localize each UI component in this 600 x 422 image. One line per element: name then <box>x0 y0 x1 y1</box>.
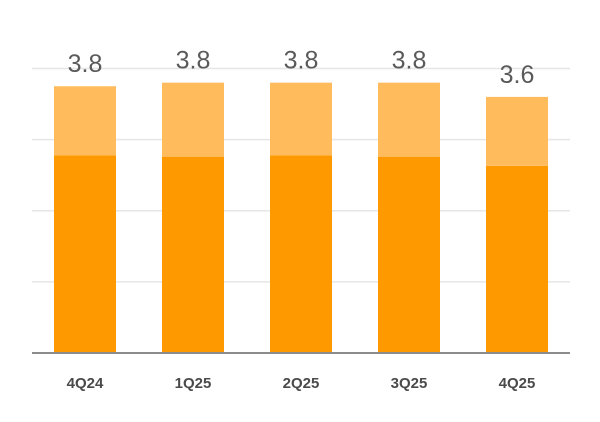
bar-total-label: 3.8 <box>176 47 211 75</box>
bar-total-label: 3.8 <box>392 47 427 75</box>
bar-segment-lower <box>486 165 548 353</box>
bar-total-label: 3.8 <box>68 50 103 78</box>
bar-segment-upper <box>270 82 332 156</box>
x-tick-label: 2Q25 <box>283 375 320 392</box>
category-labels: 4Q24 1Q25 2Q25 3Q25 4Q25 <box>67 375 536 392</box>
x-tick-label: 1Q25 <box>175 375 212 392</box>
x-tick-label: 3Q25 <box>391 375 428 392</box>
bar-segment-upper <box>378 82 440 157</box>
bar-total-label: 3.6 <box>500 61 535 89</box>
bar-total-label: 3.8 <box>284 47 319 75</box>
bar-segment-upper <box>54 86 116 156</box>
bar-segment-lower <box>270 155 332 353</box>
bar-segment-lower <box>162 156 224 353</box>
x-tick-label: 4Q25 <box>499 375 536 392</box>
total-labels: 3.8 3.8 3.8 3.8 3.6 <box>68 47 535 89</box>
bar-segment-lower <box>54 155 116 353</box>
x-tick-label: 4Q24 <box>67 375 104 392</box>
bar-segment-lower <box>378 156 440 353</box>
bar-segment-upper <box>486 96 548 166</box>
bar-segment-upper <box>162 82 224 157</box>
bars <box>54 82 548 353</box>
